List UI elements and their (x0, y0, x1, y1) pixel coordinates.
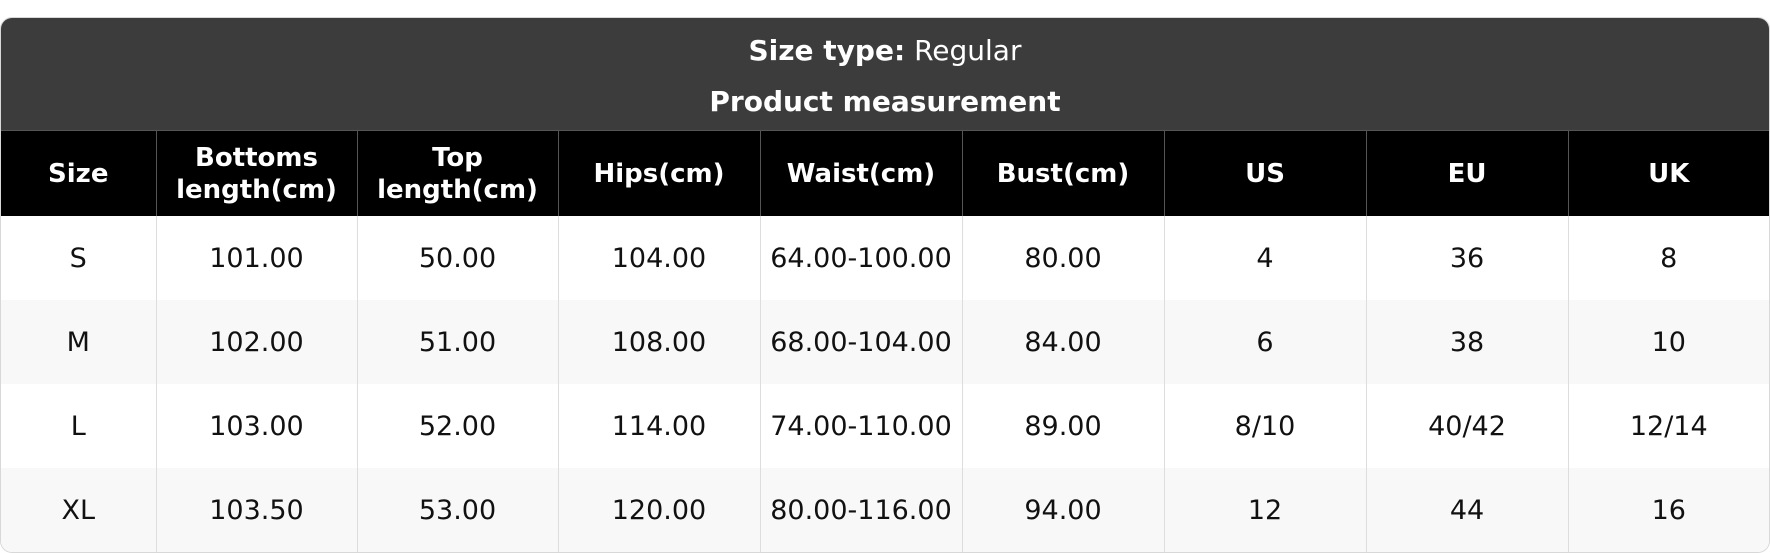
table-cell: 16 (1567, 468, 1769, 552)
table-cell: 8/10 (1163, 384, 1366, 468)
table-cell: 40/42 (1365, 384, 1568, 468)
table-cell: 6 (1163, 300, 1366, 384)
table-cell: L (1, 384, 156, 468)
table-cell: 53.00 (356, 468, 558, 552)
header-row: Size Bottoms length(cm) Top length(cm) Hips… (1, 130, 1769, 216)
table-row: S 101.00 50.00 104.00 64.00-100.00 80.00 4 36 8 (1, 216, 1769, 300)
size-type-value: Regular (914, 34, 1022, 67)
table-cell: 120.00 (557, 468, 760, 552)
column-header: Hips(cm) (557, 130, 760, 216)
table-cell: 103.00 (155, 384, 357, 468)
column-header: Top length(cm) (356, 130, 558, 216)
column-header: Bottoms length(cm) (155, 130, 357, 216)
table-cell: 80.00 (961, 216, 1164, 300)
size-chart: Size type: Regular Product measurement S… (0, 17, 1770, 553)
table-cell: S (1, 216, 156, 300)
table-cell: 108.00 (557, 300, 760, 384)
table-cell: 104.00 (557, 216, 760, 300)
table-cell: 8 (1567, 216, 1769, 300)
table-cell: 103.50 (155, 468, 357, 552)
measurement-table: Size Bottoms length(cm) Top length(cm) Hips… (1, 130, 1769, 552)
table-cell: 12/14 (1567, 384, 1769, 468)
table-cell: 50.00 (356, 216, 558, 300)
column-header: Size (1, 130, 156, 216)
table-cell: 101.00 (155, 216, 357, 300)
section-title: Product measurement (709, 85, 1061, 118)
table-cell: 94.00 (961, 468, 1164, 552)
table-cell: 80.00-116.00 (759, 468, 962, 552)
table-row: M 102.00 51.00 108.00 68.00-104.00 84.00 6 38 10 (1, 300, 1769, 384)
table-row: XL 103.50 53.00 120.00 80.00-116.00 94.00 12 44… (1, 468, 1769, 552)
table-cell: 89.00 (961, 384, 1164, 468)
table-cell: 36 (1365, 216, 1568, 300)
size-type-label: Size type: (748, 34, 906, 67)
table-cell: 38 (1365, 300, 1568, 384)
column-header: EU (1365, 130, 1568, 216)
table-cell: 12 (1163, 468, 1366, 552)
column-header: Waist(cm) (759, 130, 962, 216)
table-cell: 68.00-104.00 (759, 300, 962, 384)
column-header: US (1163, 130, 1366, 216)
table-row: L 103.00 52.00 114.00 74.00-110.00 89.00 8/10 4… (1, 384, 1769, 468)
size-chart-banner: Size type: Regular Product measurement (1, 18, 1769, 130)
table-cell: 64.00-100.00 (759, 216, 962, 300)
table-cell: 114.00 (557, 384, 760, 468)
size-type: Size type: Regular (1, 18, 1769, 74)
table-cell: 44 (1365, 468, 1568, 552)
table-cell: 102.00 (155, 300, 357, 384)
column-header: UK (1567, 130, 1769, 216)
table-cell: 10 (1567, 300, 1769, 384)
table-cell: 74.00-110.00 (759, 384, 962, 468)
table-cell: M (1, 300, 156, 384)
table-cell: XL (1, 468, 156, 552)
column-header: Bust(cm) (961, 130, 1164, 216)
table-cell: 4 (1163, 216, 1366, 300)
table-cell: 84.00 (961, 300, 1164, 384)
table-cell: 51.00 (356, 300, 558, 384)
table-cell: 52.00 (356, 384, 558, 468)
